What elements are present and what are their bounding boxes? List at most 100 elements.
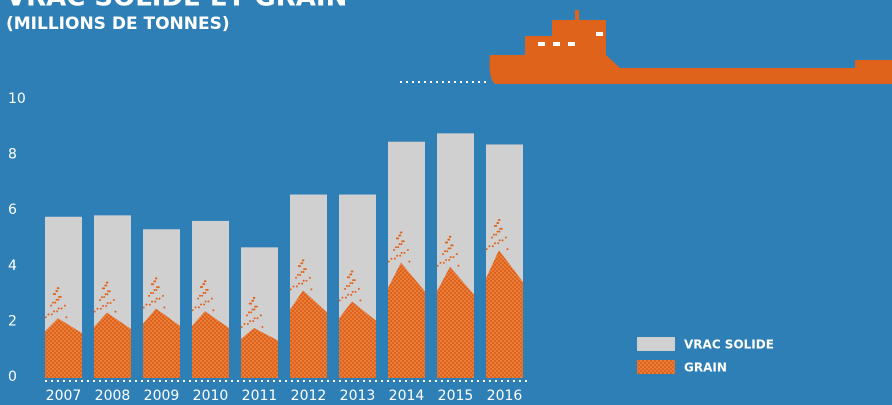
grain-spray — [301, 282, 304, 285]
grain-spray — [447, 238, 450, 241]
grain-spray — [198, 294, 201, 297]
y-tick-label: 10 — [8, 91, 26, 107]
grain-spray — [457, 264, 460, 267]
legend-label: VRAC SOLIDE — [684, 338, 774, 352]
grain-spray — [494, 242, 497, 245]
grain-spray — [243, 323, 246, 326]
grain-spray — [439, 261, 442, 264]
grain-spray — [248, 302, 251, 305]
grain-spray — [58, 295, 61, 298]
grain-spray — [154, 277, 157, 280]
grain-spray — [400, 243, 403, 246]
grain-mound — [388, 262, 425, 378]
grain-spray — [499, 227, 502, 230]
grain-spray — [500, 227, 503, 230]
grain-spray — [246, 323, 249, 326]
grain-spray — [452, 256, 455, 259]
grain-spray — [204, 291, 207, 294]
grain-spray — [148, 294, 151, 297]
grain-spray — [197, 297, 200, 300]
grain-spray — [259, 314, 262, 317]
grain-mound — [437, 266, 474, 378]
grain-spray — [403, 251, 406, 254]
grain-spray — [406, 248, 409, 251]
grain-spray — [47, 313, 50, 316]
grain-spray — [55, 298, 58, 301]
grain-spray — [297, 265, 300, 268]
grain-spray — [295, 276, 298, 279]
grain-spray — [56, 287, 59, 290]
legend-swatch — [637, 360, 675, 374]
grain-spray — [436, 264, 439, 267]
chart-title: VRAC SOLIDE ET GRAIN — [6, 0, 347, 13]
grain-mound — [290, 290, 327, 378]
grain-spray — [251, 308, 254, 311]
chart-subtitle: (MILLIONS DE TONNES) — [6, 14, 230, 34]
grain-spray — [200, 303, 203, 306]
grain-spray — [106, 293, 109, 296]
y-tick-label: 0 — [8, 369, 17, 385]
grain-spray — [300, 262, 303, 265]
grain-spray — [202, 291, 205, 294]
grain-spray — [210, 297, 213, 300]
grain-spray — [394, 246, 397, 249]
grain-spray — [50, 304, 53, 307]
grain-spray — [401, 240, 404, 243]
grain-spray — [155, 297, 158, 300]
grain-spray — [204, 300, 207, 303]
grain-spray — [495, 233, 498, 236]
grain-spray — [108, 290, 111, 293]
grain-spray — [206, 288, 209, 291]
y-tick-label: 8 — [8, 147, 17, 163]
grain-spray — [496, 230, 499, 233]
grain-spray — [448, 235, 451, 238]
grain-spray — [349, 282, 352, 285]
grain-spray — [305, 279, 308, 282]
grain-spray — [104, 284, 107, 287]
grain-spray — [354, 290, 357, 293]
ship — [400, 10, 892, 84]
grain-spray — [308, 276, 311, 279]
grain-mound — [486, 250, 523, 378]
grain-spray — [105, 281, 108, 284]
grain-spray — [201, 294, 204, 297]
grain-spray — [197, 306, 200, 309]
grain-mound — [241, 327, 278, 378]
grain-spray — [104, 293, 107, 296]
grain-spray — [398, 243, 401, 246]
grain-spray — [304, 268, 307, 271]
grain-spray — [101, 287, 104, 290]
grain-spray — [501, 239, 504, 242]
grain-spray — [395, 237, 398, 240]
grain-mound — [192, 311, 229, 378]
grain-spray — [205, 288, 208, 291]
grain-spray — [156, 286, 159, 289]
grain-spray — [345, 285, 348, 288]
grain-spray — [158, 297, 161, 300]
grain-spray — [151, 300, 154, 303]
grain-spray — [149, 291, 152, 294]
grain-mound — [339, 301, 376, 378]
grain-spray — [444, 241, 447, 244]
grain-spray — [455, 253, 458, 256]
grain-spray — [194, 306, 197, 309]
grain-spray — [148, 303, 151, 306]
grain-spray — [488, 245, 491, 248]
grain-spray — [446, 250, 449, 253]
grain-spray — [344, 287, 347, 290]
grain-spray — [443, 250, 446, 253]
grain-spray — [393, 248, 396, 251]
x-tick-label: 2009 — [144, 388, 180, 404]
grain-spray — [399, 231, 402, 234]
grain-spray — [202, 283, 205, 286]
grain-spray — [351, 290, 354, 293]
grain-spray — [112, 299, 115, 302]
grain-spray — [491, 236, 494, 239]
grain-spray — [387, 260, 390, 263]
grain-spray — [150, 283, 153, 286]
grain-spray — [145, 303, 148, 306]
grain-spray — [163, 306, 166, 309]
x-tick-label: 2008 — [95, 388, 131, 404]
x-tick-label: 2016 — [487, 388, 523, 404]
